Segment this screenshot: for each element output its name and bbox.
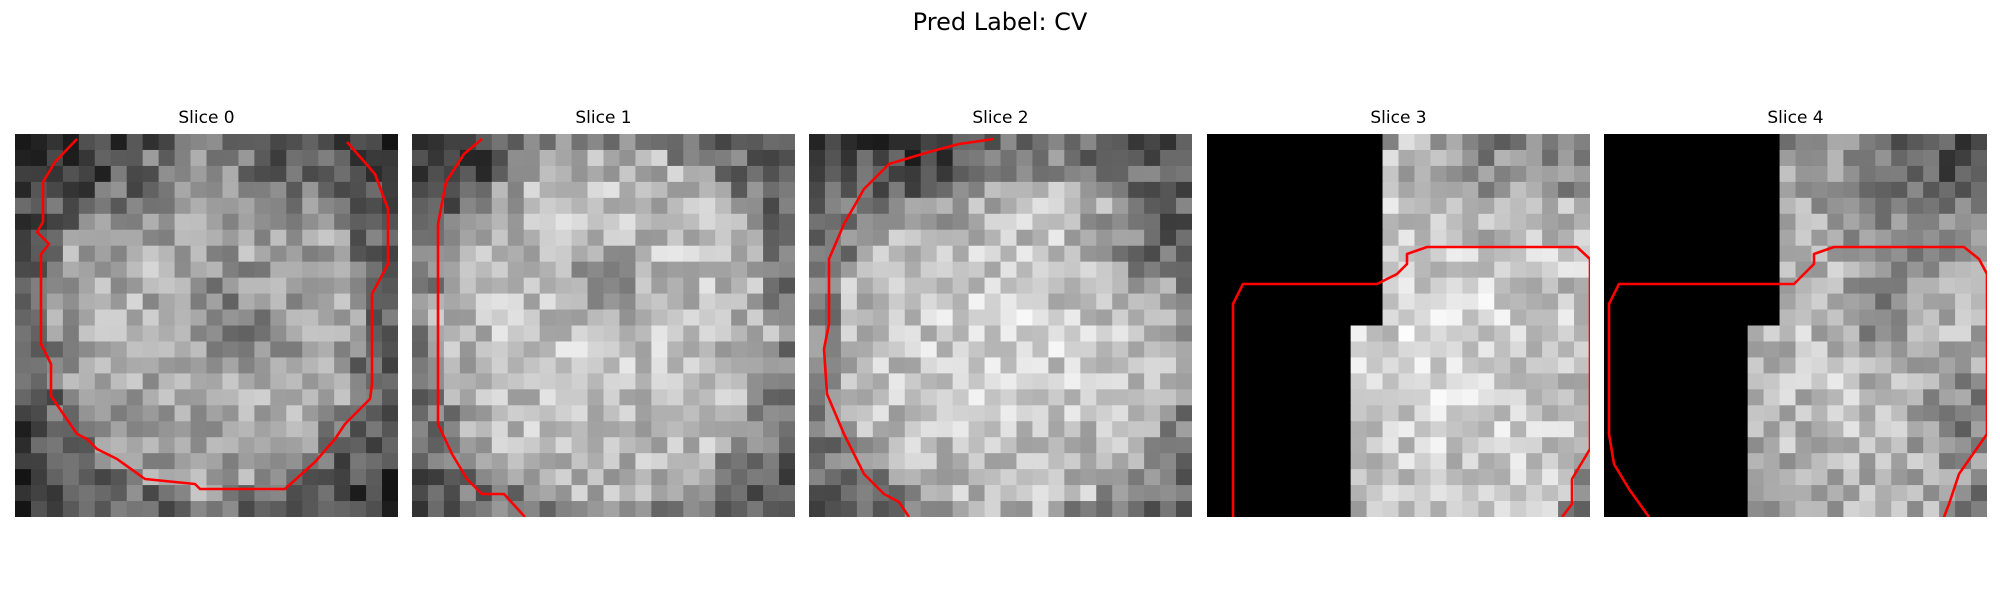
slice-image <box>412 134 795 517</box>
pixel-grid <box>1207 134 1590 517</box>
slice-panel-4: Slice 4 <box>1604 108 1987 517</box>
pixel-grid <box>412 134 795 517</box>
pixel-grid <box>1604 134 1987 517</box>
slice-title: Slice 0 <box>178 108 235 128</box>
slice-title: Slice 3 <box>1370 108 1427 128</box>
slice-title: Slice 2 <box>972 108 1029 128</box>
slice-panel-0: Slice 0 <box>15 108 398 517</box>
figure-title: Pred Label: CV <box>912 8 1088 36</box>
segmentation-contour <box>35 138 390 491</box>
slice-panel-1: Slice 1 <box>412 108 795 517</box>
slice-title: Slice 1 <box>575 108 632 128</box>
slice-title: Slice 4 <box>1767 108 1824 128</box>
segmentation-contour <box>1231 245 1590 517</box>
slice-panel-3: Slice 3 <box>1207 108 1590 517</box>
slice-image <box>1604 134 1987 517</box>
segmentation-contour <box>1607 245 1987 517</box>
slice-image <box>1207 134 1590 517</box>
segmentation-contour <box>436 138 526 517</box>
pixel-grid <box>809 134 1192 517</box>
slice-panel-2: Slice 2 <box>809 108 1192 517</box>
segmentation-contour <box>822 137 995 517</box>
slice-image <box>809 134 1192 517</box>
slice-image <box>15 134 398 517</box>
pixel-grid <box>15 134 398 517</box>
